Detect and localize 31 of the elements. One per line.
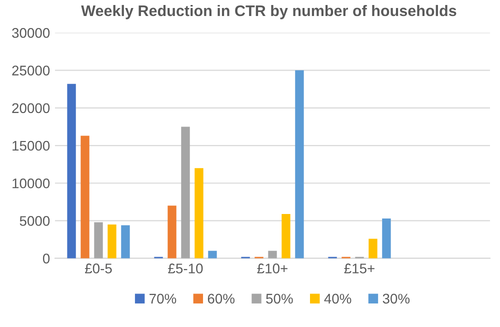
y-tick-label: 20000 [12,103,50,114]
y-tick-label: 5000 [20,216,50,226]
bar [121,225,130,258]
bar [108,224,116,258]
bar [282,214,290,258]
y-tick-label: 25000 [12,66,50,76]
x-tick-label: £15+ [344,264,374,274]
bar [67,84,76,258]
bar [368,238,378,258]
bar [80,136,90,258]
y-tick-label: 15000 [12,140,50,151]
legend-label: 30% [382,294,410,304]
legend-label: 50% [266,294,293,304]
y-tick-label: 10000 [12,178,50,188]
legend-label: 40% [324,294,352,304]
x-tick-label: £0-5 [84,264,112,274]
bar [94,222,103,258]
bar [168,206,176,258]
y-tick-label: 30000 [12,28,50,38]
x-tick-label: £5-10 [168,264,203,274]
chart-title: Weekly Reduction in CTR by number of households [81,4,456,20]
y-tick-label: 0 [42,254,50,264]
x-tick-label: £10+ [257,264,288,274]
legend-label: 70% [150,294,176,304]
bar [208,250,217,258]
bar [382,218,391,258]
legend-label: 60% [208,294,234,304]
bar [194,168,204,258]
bar [181,126,190,258]
bar [268,250,277,258]
bar [295,70,304,258]
